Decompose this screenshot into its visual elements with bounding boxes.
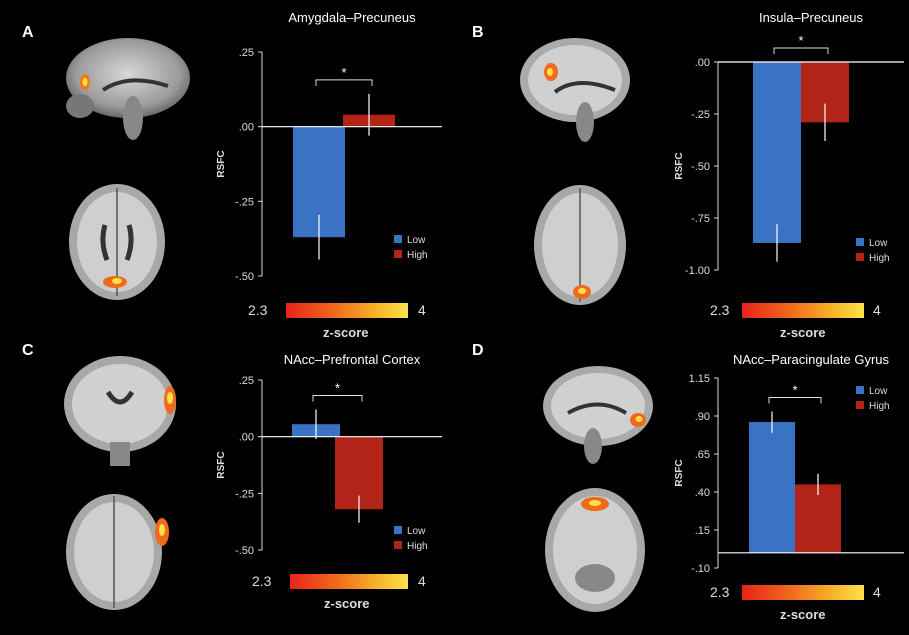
colorbar-min-label: 2.3 <box>252 573 272 589</box>
brain-axial-a <box>69 184 165 300</box>
legend-swatch-low <box>394 235 402 243</box>
chart-d: NAcc–Paracingulate Gyrus 1.15 .90 .65 .40 .15… <box>674 352 904 575</box>
legend-swatch-low <box>394 526 402 534</box>
legend-label-high: High <box>407 541 428 552</box>
y-tick-label: -.75 <box>691 213 710 225</box>
legend-label-high: High <box>869 253 890 264</box>
legend-swatch-low <box>856 386 864 394</box>
y-tick-label: -1.00 <box>685 265 710 277</box>
chart-title: Amygdala–Precuneus <box>288 10 416 25</box>
brain-axial-b <box>534 185 626 305</box>
y-tick-label: .65 <box>695 449 710 461</box>
colorbar-c: 2.3 4 z-score <box>252 573 442 614</box>
y-tick-label: -.25 <box>235 488 254 500</box>
y-axis-label: RSFC <box>216 451 227 478</box>
y-tick-label: .00 <box>695 57 710 69</box>
legend-swatch-high <box>856 401 864 409</box>
significance-bracket <box>768 396 822 404</box>
chart-title: Insula–Precuneus <box>759 10 864 25</box>
bar-high <box>795 484 841 553</box>
y-tick-label: -.25 <box>691 109 710 121</box>
brain-axial-d <box>545 488 645 612</box>
colorbar-max-label: 4 <box>873 302 881 318</box>
bar-low <box>749 422 795 553</box>
brain-sagittal-b <box>520 38 630 142</box>
colorbar-min-label: 2.3 <box>710 302 730 318</box>
legend-label-low: Low <box>407 235 426 246</box>
brain-sagittal-a <box>66 38 190 140</box>
colorbar-gradient <box>742 585 864 600</box>
colorbar-title: z-score <box>780 607 826 622</box>
y-tick-label: -.50 <box>691 161 710 173</box>
colorbar-max-label: 4 <box>873 584 881 600</box>
y-tick-label: .00 <box>239 432 254 444</box>
legend-label-low: Low <box>869 238 888 249</box>
brain-axial-c <box>66 494 169 610</box>
legend-label-low: Low <box>869 386 888 397</box>
colorbar-d: 2.3 4 z-score <box>710 584 900 625</box>
y-axis-label: RSFC <box>216 150 227 177</box>
colorbar-gradient <box>742 303 864 318</box>
chart-b: Insula–Precuneus .00 -.25 -.50 -.75 -1.00 RSFC… <box>674 10 904 277</box>
legend-label-high: High <box>869 401 890 412</box>
y-tick-label: .15 <box>695 525 710 537</box>
y-tick-label: -.50 <box>235 271 254 283</box>
chart-title: NAcc–Prefrontal Cortex <box>284 352 421 367</box>
chart-c: NAcc–Prefrontal Cortex .25 .00 -.25 -.50 RSFC… <box>216 352 442 557</box>
chart-title: NAcc–Paracingulate Gyrus <box>733 352 890 367</box>
chart-a: Amygdala–Precuneus .25 .00 -.25 -.50 RSFC * Low… <box>216 10 442 283</box>
legend-label-low: Low <box>407 526 426 537</box>
colorbar-min-label: 2.3 <box>248 302 268 318</box>
y-tick-label: .40 <box>695 487 710 499</box>
y-tick-label: .90 <box>695 411 710 423</box>
y-tick-label: -.50 <box>235 545 254 557</box>
panel-label-b: B <box>472 24 484 41</box>
y-tick-label: -.25 <box>235 196 254 208</box>
bar-low <box>753 62 801 243</box>
legend-swatch-high <box>856 253 864 261</box>
significance-bracket <box>312 394 363 402</box>
y-axis-label: RSFC <box>674 152 685 179</box>
colorbar-b: 2.3 4 z-score <box>710 302 900 343</box>
panel-label-d: D <box>472 342 484 359</box>
panel-label-c: C <box>22 342 34 359</box>
colorbar-title: z-score <box>323 325 369 340</box>
panel-label-a: A <box>22 24 34 41</box>
significance-bracket <box>315 79 373 86</box>
colorbar-gradient <box>286 303 408 318</box>
colorbar-gradient <box>290 574 408 589</box>
significance-star: * <box>792 382 797 397</box>
significance-star: * <box>335 380 340 395</box>
y-axis-label: RSFC <box>674 459 685 486</box>
legend-swatch-high <box>394 541 402 549</box>
colorbar-a: 2.3 4 z-score <box>248 302 438 343</box>
colorbar-title: z-score <box>324 596 370 611</box>
legend-swatch-low <box>856 238 864 246</box>
significance-star: * <box>798 33 803 48</box>
y-tick-label: .25 <box>239 375 254 387</box>
significance-bracket <box>773 47 829 54</box>
y-tick-label: .25 <box>239 47 254 59</box>
significance-star: * <box>341 65 346 80</box>
y-tick-label: .00 <box>239 122 254 134</box>
y-tick-label: -.10 <box>691 563 710 575</box>
brain-coronal-c <box>64 356 176 466</box>
legend-label-high: High <box>407 250 428 261</box>
legend-swatch-high <box>394 250 402 258</box>
colorbar-min-label: 2.3 <box>710 584 730 600</box>
y-tick-label: 1.15 <box>689 373 710 385</box>
brain-sagittal-d <box>543 366 653 464</box>
colorbar-max-label: 4 <box>418 573 426 589</box>
colorbar-max-label: 4 <box>418 302 426 318</box>
colorbar-title: z-score <box>780 325 826 340</box>
